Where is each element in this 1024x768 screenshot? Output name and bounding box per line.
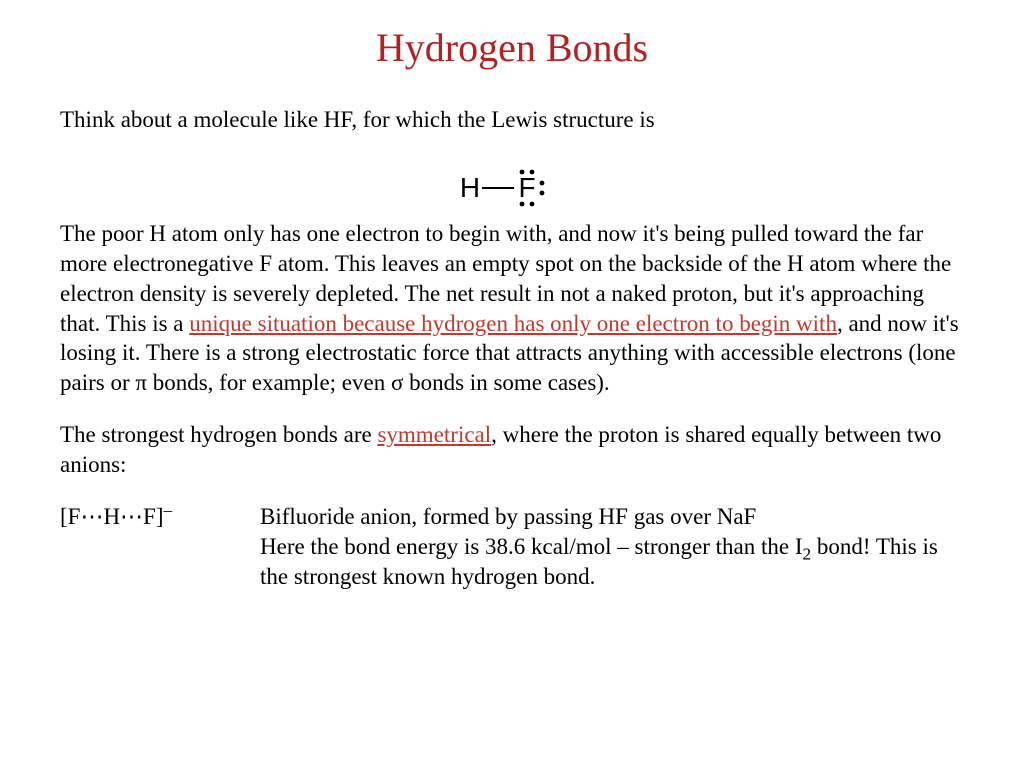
slide: Hydrogen Bonds Think about a molecule li… <box>0 0 1024 768</box>
bifluoride-formula: [F⋯H⋯F]– <box>60 502 220 592</box>
para2-text-before: The strongest hydrogen bonds are <box>60 422 377 447</box>
intro-paragraph: Think about a molecule like HF, for whic… <box>60 105 964 135</box>
hf-lewis-diagram: H F <box>452 157 572 217</box>
svg-text:F: F <box>518 172 535 203</box>
lewis-structure: H F <box>60 157 964 217</box>
para1-highlight: unique situation because hydrogen has on… <box>189 311 837 336</box>
example-row: [F⋯H⋯F]– Bifluoride anion, formed by pas… <box>60 502 964 592</box>
desc-subscript: 2 <box>803 545 812 564</box>
paragraph-2: The strongest hydrogen bonds are symmetr… <box>60 420 964 480</box>
bifluoride-description: Bifluoride anion, formed by passing HF g… <box>260 502 964 592</box>
formula-charge: – <box>164 500 173 519</box>
formula-text: [F⋯H⋯F] <box>60 504 164 529</box>
desc-before-sub: Bifluoride anion, formed by passing HF g… <box>260 504 803 559</box>
para2-highlight: symmetrical <box>377 422 491 447</box>
slide-body: Think about a molecule like HF, for whic… <box>60 105 964 592</box>
paragraph-1: The poor H atom only has one electron to… <box>60 219 964 398</box>
svg-text:H: H <box>460 172 480 203</box>
slide-title: Hydrogen Bonds <box>60 24 964 71</box>
